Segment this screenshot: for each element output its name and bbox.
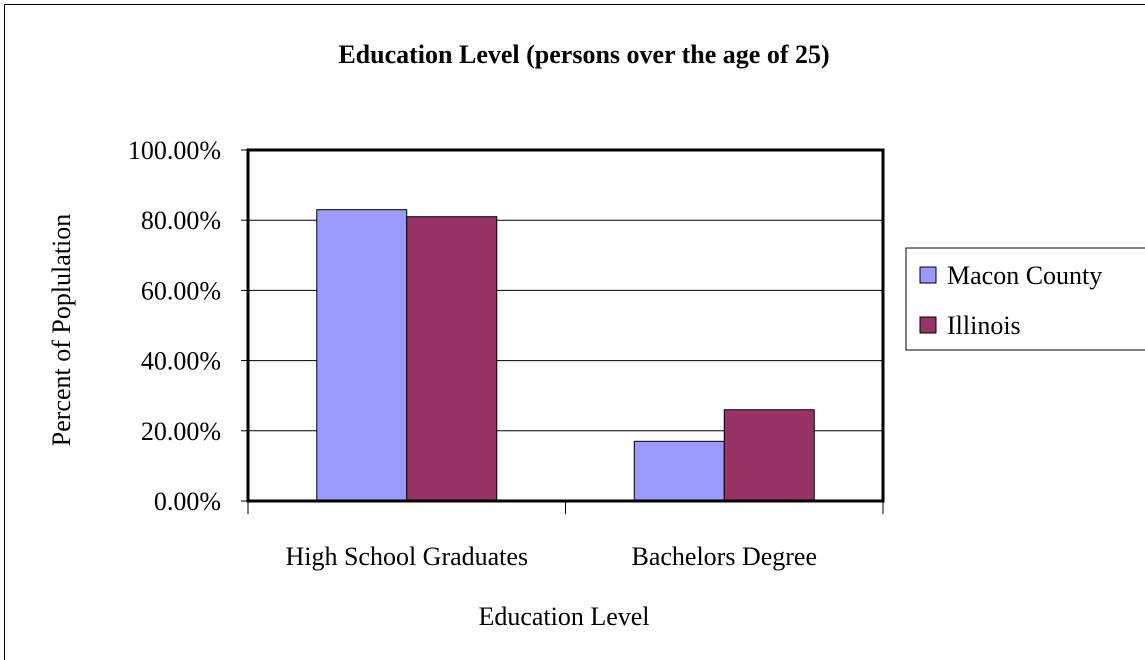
legend-swatch (919, 316, 937, 334)
legend-box (905, 247, 1145, 351)
bar (633, 440, 725, 502)
y-axis-label: Percent of Poplulation (47, 214, 76, 447)
y-tick-labels: 0.00% 20.00% 40.00% 60.00% 80.00% 100.00% (128, 136, 221, 516)
legend: Macon County Illinois (905, 247, 1145, 351)
y-tick-label: 60.00% (141, 276, 221, 305)
y-tick-label: 80.00% (141, 206, 221, 235)
bars (316, 209, 815, 502)
bar (723, 409, 815, 502)
plot-area-border (246, 148, 885, 503)
x-tick-label: Bachelors Degree (631, 542, 817, 571)
y-tick-label: 40.00% (141, 347, 221, 376)
bar (316, 209, 408, 502)
legend-label: Illinois (947, 311, 1021, 340)
x-tick-label: High School Graduates (285, 542, 528, 571)
chart-title: Education Level (persons over the age of… (338, 40, 829, 69)
legend-label: Macon County (947, 261, 1102, 290)
x-tick-labels: High School Graduates Bachelors Degree (285, 542, 817, 571)
y-tick-label: 20.00% (141, 417, 221, 446)
y-tick-label: 100.00% (128, 136, 221, 165)
x-axis-label: Education Level (478, 602, 649, 631)
axes (241, 148, 885, 514)
bar (406, 216, 498, 502)
y-tick-label: 0.00% (154, 487, 221, 516)
legend-swatch (919, 266, 937, 284)
